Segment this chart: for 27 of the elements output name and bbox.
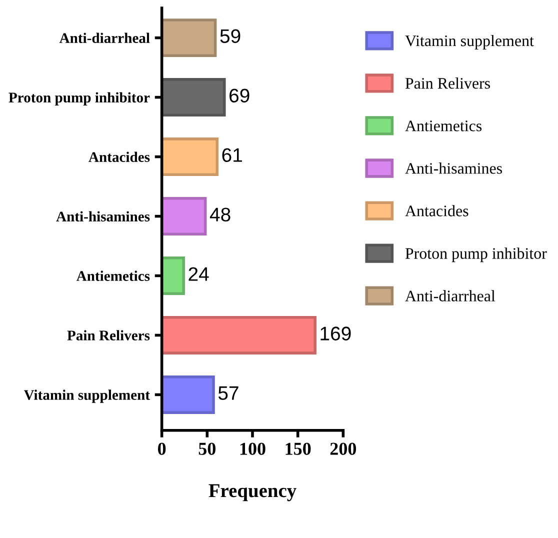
legend-label: Pain Relivers: [405, 77, 490, 89]
y-tick-label: Antiemetics: [76, 270, 150, 281]
legend-label: Antacides: [405, 205, 468, 216]
x-tick-label: 200: [330, 442, 356, 455]
x-tick-label: 100: [240, 442, 266, 455]
legend-label: Antiemetics: [405, 120, 482, 132]
x-tick-label: 150: [286, 442, 311, 455]
x-tick-label: 50: [198, 442, 216, 455]
legend-label: Anti-diarrheal: [405, 290, 496, 302]
data-label: 48: [210, 208, 230, 222]
x-axis-title: Frequency: [208, 484, 296, 502]
y-tick-label: Proton pump inhibitor: [8, 92, 150, 106]
y-tick-label: Vitamin supplement: [24, 390, 150, 403]
data-label: 59: [220, 29, 240, 44]
legend-label: Vitamin supplement: [405, 34, 534, 50]
data-label: 24: [188, 267, 209, 281]
data-label: 61: [222, 148, 242, 162]
data-label: 57: [218, 386, 238, 400]
legend-label: Proton pump inhibitor: [405, 248, 547, 262]
y-tick-label: Anti-hisamines: [56, 211, 150, 222]
y-tick-label: Antacides: [88, 152, 150, 162]
data-label: 169: [320, 326, 351, 340]
x-tick-label: 0: [158, 442, 166, 455]
y-tick-label: Pain Relivers: [67, 330, 150, 340]
y-tick-label: Anti-diarrheal: [59, 32, 150, 44]
data-label: 69: [230, 88, 250, 103]
legend-label: Anti-hisamines: [405, 162, 502, 174]
